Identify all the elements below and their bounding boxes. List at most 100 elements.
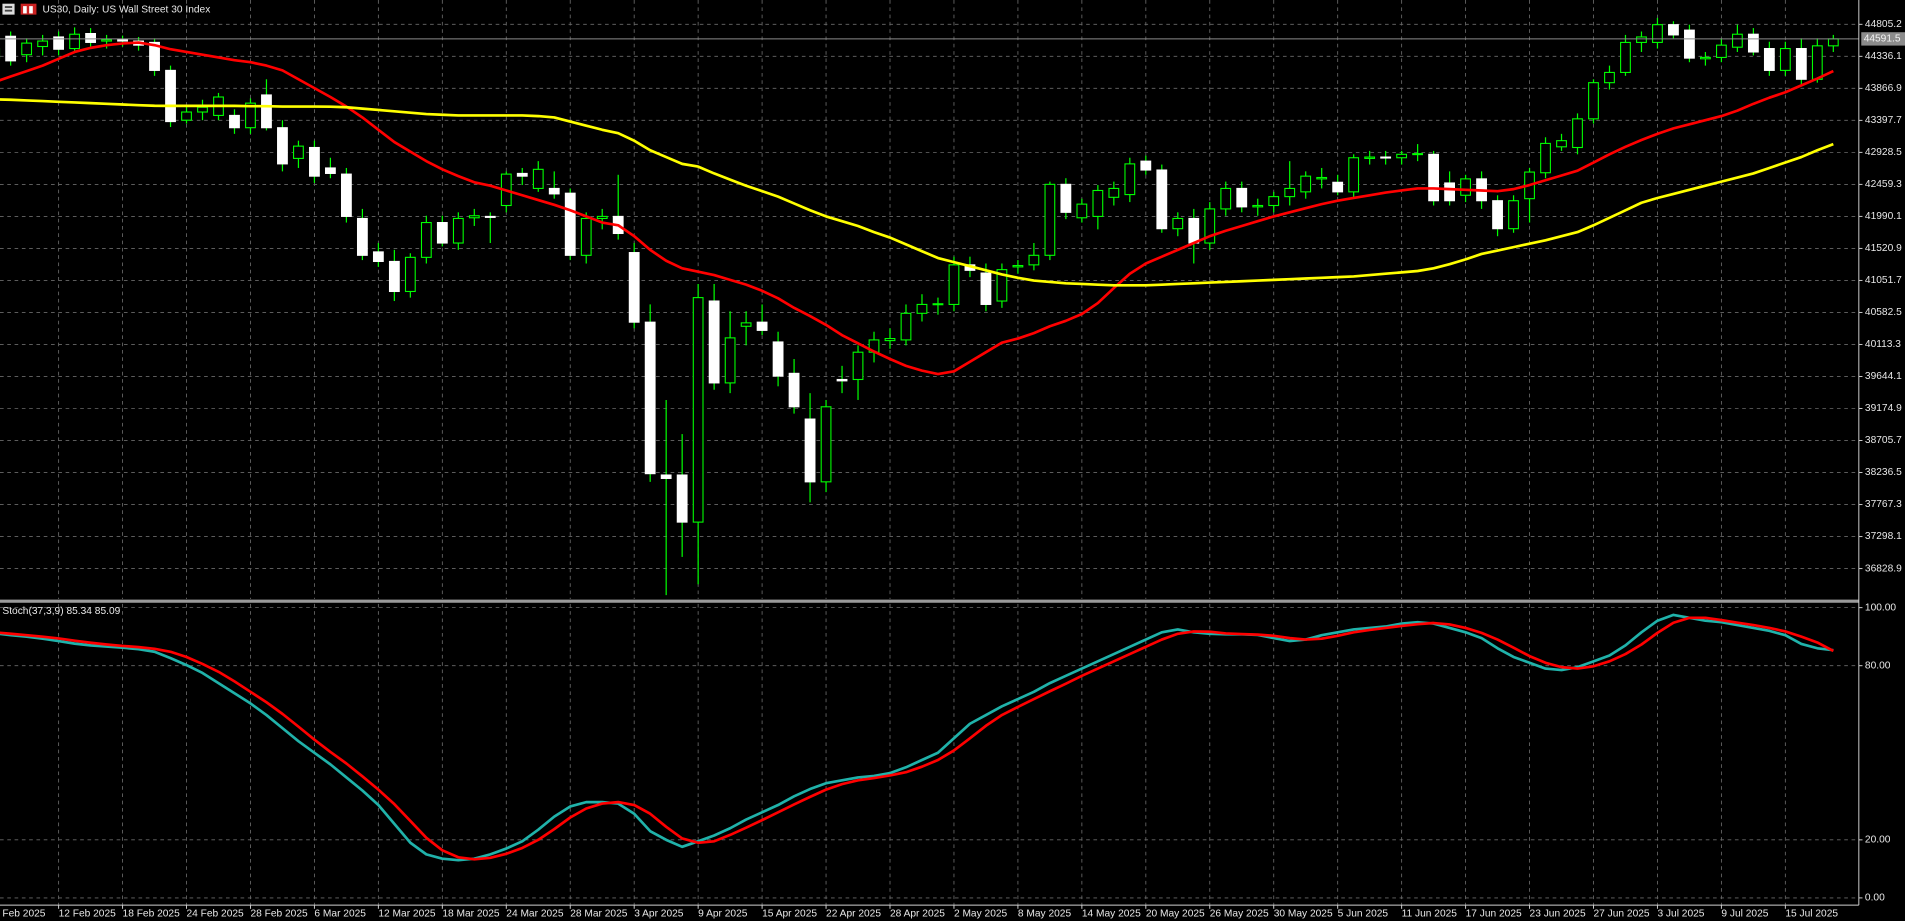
mark-layer: [0, 17, 1859, 862]
candle-body: [1636, 36, 1647, 43]
candle-body: [1172, 217, 1184, 230]
x-tick-label: 5 Jun 2025: [1338, 908, 1389, 919]
candle-body: [404, 256, 416, 293]
candle-body: [1012, 264, 1024, 268]
x-tick-label: 2 May 2025: [954, 908, 1008, 919]
x-tick-label: 24 Mar 2025: [506, 908, 564, 919]
x-tick-label: 30 May 2025: [1274, 908, 1333, 919]
candle-body: [980, 272, 992, 305]
y-tick-label: 43397.7: [1865, 115, 1902, 126]
candle-body: [932, 303, 944, 306]
candle-body: [580, 217, 592, 256]
candle-body: [852, 351, 864, 381]
candle-body: [101, 39, 112, 42]
candle-body: [340, 173, 352, 217]
y-tick-label: 37767.3: [1865, 499, 1902, 510]
x-tick-label: Feb 2025: [2, 908, 45, 919]
x-tick-label: 11 Jun 2025: [1402, 908, 1458, 919]
candle-body: [1684, 29, 1695, 59]
y-tick-label: 36828.9: [1865, 563, 1902, 574]
panel-separator: [0, 599, 1859, 603]
candle-body: [548, 187, 560, 195]
candle-body: [245, 102, 256, 129]
candle-body: [740, 322, 752, 327]
icon: [20, 3, 37, 15]
icon: [4, 6, 13, 8]
candle-body: [724, 337, 736, 384]
candle-body: [197, 106, 208, 113]
candle-body: [1715, 44, 1727, 58]
candle-body: [1572, 118, 1583, 149]
x-tick-label: 15 Apr 2025: [762, 908, 817, 919]
candle-body: [372, 251, 384, 262]
y-tick-label: 40113.3: [1865, 339, 1901, 350]
candle-body: [53, 36, 65, 50]
candle-body: [1316, 176, 1328, 180]
candle-body: [1284, 187, 1296, 198]
candle-body: [277, 127, 288, 165]
x-tick-label: 14 May 2025: [1082, 908, 1141, 919]
candle-body: [356, 217, 368, 256]
x-tick-label: 15 Jul 2025: [1785, 908, 1838, 919]
icon: [29, 6, 33, 14]
candle-body: [1348, 157, 1360, 193]
y-tick-label: 100.00: [1865, 602, 1896, 613]
candle-body: [708, 300, 720, 384]
candle-body: [756, 321, 768, 331]
candle-body: [149, 41, 160, 71]
y-tick-label: 43866.9: [1865, 83, 1902, 94]
candle-body: [1076, 203, 1088, 219]
candle-body: [1396, 153, 1408, 159]
candle-body: [1540, 142, 1551, 174]
candle-body: [1108, 187, 1120, 198]
x-tick-label: 12 Mar 2025: [378, 908, 436, 919]
candle-body: [1508, 200, 1519, 230]
x-tick-label: 20 May 2025: [1146, 908, 1205, 919]
x-tick-label: 3 Jul 2025: [1657, 908, 1704, 919]
candle-body: [1652, 24, 1663, 43]
x-tick-label: 6 Mar 2025: [314, 908, 366, 919]
x-tick-label: 24 Feb 2025: [187, 908, 245, 919]
candle-body: [1747, 33, 1759, 53]
line-series: [0, 616, 1834, 861]
x-tick-label: 28 Feb 2025: [250, 908, 308, 919]
y-tick-label: 20.00: [1865, 835, 1891, 846]
candle-body: [1028, 254, 1040, 266]
y-tick-label: 40582.5: [1865, 307, 1902, 318]
candle-body: [692, 297, 704, 523]
candle-body: [1092, 189, 1104, 217]
candle-body: [1811, 45, 1823, 80]
y-tick-label: 39644.1: [1865, 371, 1902, 382]
icon: [4, 9, 13, 12]
candle-body: [1412, 153, 1424, 156]
line-series: [0, 41, 1834, 376]
candle-body: [117, 39, 128, 42]
y-tick-label: 42459.3: [1865, 179, 1902, 190]
candle-body: [1252, 204, 1264, 208]
candle-body: [644, 321, 656, 475]
line-series: [0, 613, 1834, 862]
candle-body: [325, 167, 336, 174]
x-tick-label: 18 Mar 2025: [442, 908, 500, 919]
candle-body: [261, 94, 272, 129]
candle-body: [1204, 208, 1216, 244]
y-tick-label: 41520.9: [1865, 243, 1902, 254]
candle-body: [516, 172, 528, 177]
x-tick-label: 12 Feb 2025: [59, 908, 117, 919]
candle-body: [1604, 71, 1615, 84]
candle-body: [85, 33, 96, 43]
candle-body: [1444, 182, 1456, 202]
candle-body: [804, 418, 816, 483]
candle-body: [1620, 41, 1631, 73]
candle-body: [181, 111, 192, 121]
x-tick-label: 18 Feb 2025: [123, 908, 181, 919]
candle-body: [1140, 160, 1152, 171]
candle-body: [1188, 217, 1200, 244]
x-tick-label: 28 Mar 2025: [570, 908, 628, 919]
candle-body: [1268, 196, 1280, 207]
candle-body: [1236, 187, 1248, 208]
candle-body: [1588, 82, 1599, 120]
x-tick-label: 28 Apr 2025: [890, 908, 945, 919]
candle-body: [772, 341, 784, 377]
